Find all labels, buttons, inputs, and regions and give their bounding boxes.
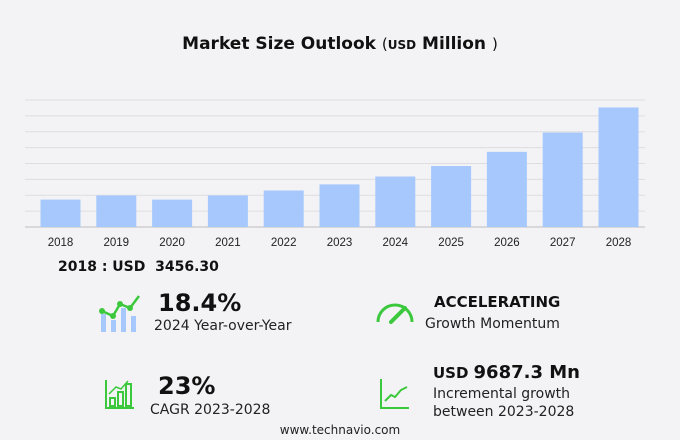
momentum-label: Growth Momentum: [425, 316, 560, 332]
incremental-period: between 2023-2028: [433, 404, 575, 420]
bar-2027: [542, 132, 583, 227]
title-main: Market Size Outlook: [182, 34, 376, 54]
bar-chart-icon: [105, 380, 134, 409]
x-tick-label: 2023: [327, 237, 353, 249]
footer-url[interactable]: www.technavio.com: [279, 423, 401, 437]
x-tick-label: 2020: [159, 237, 185, 249]
x-tick-label: 2021: [215, 237, 241, 249]
x-tick-label: 2028: [606, 237, 632, 249]
cagr-value: 23%: [158, 372, 216, 400]
x-tick-label: 2019: [104, 237, 130, 249]
trend-line-icon: [380, 379, 409, 409]
bar-2024: [375, 176, 416, 227]
speedometer-icon: [376, 303, 414, 324]
title-paren: ): [491, 35, 498, 53]
incremental-value: 9687.3 Mn: [473, 362, 580, 383]
bar-2020: [152, 199, 193, 227]
title-paren: (: [381, 35, 388, 53]
base-year-value: 2018 : USD 3456.30: [58, 259, 219, 275]
cagr-label: CAGR 2023-2028: [150, 402, 271, 418]
bar-2021: [207, 195, 248, 227]
bar-2028: [598, 107, 639, 227]
bar-2018: [40, 199, 81, 227]
x-tick-label: 2027: [550, 237, 576, 249]
x-tick-label: 2022: [271, 237, 297, 249]
x-tick-label: 2026: [494, 237, 520, 249]
yoy-label: 2024 Year-over-Year: [154, 318, 292, 334]
yoy-stat: 18.4%: [158, 289, 241, 317]
title-unit: USD: [387, 38, 417, 52]
bar-2026: [486, 151, 527, 227]
chart-title: Market Size Outlook (USD Million ): [0, 34, 680, 54]
incremental-label: Incremental growth: [433, 386, 571, 402]
bar-2025: [431, 166, 472, 227]
x-tick-label: 2024: [383, 237, 409, 249]
momentum-value: ACCELERATING: [434, 293, 561, 311]
growth-chart-icon: [99, 295, 140, 332]
incremental-value-row: USD 9687.3 Mn: [433, 362, 580, 383]
x-tick-label: 2025: [438, 237, 464, 249]
incremental-unit: USD: [433, 364, 469, 382]
yoy-value: 18.4%: [158, 289, 242, 317]
bar-2023: [319, 184, 360, 227]
x-tick-label: 2018: [48, 237, 74, 249]
bar-2022: [263, 190, 304, 227]
bar-chart: 2018 2019 2020 2021 2022 2023 2024 2025 2026 2027…: [25, 99, 645, 249]
title-scale: Million: [422, 34, 487, 54]
bar-2019: [96, 195, 137, 227]
